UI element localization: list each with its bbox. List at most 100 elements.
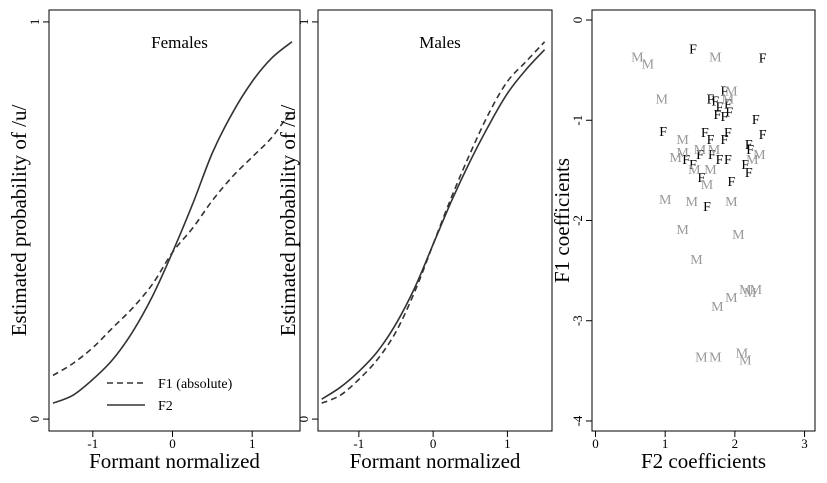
data-point-f: F: [741, 158, 749, 173]
y-tick-label: 0: [570, 17, 585, 24]
data-point-m: M: [695, 350, 708, 365]
data-point-m: M: [709, 350, 722, 365]
data-point-m: M: [736, 346, 749, 361]
x-tick-label: -1: [87, 436, 98, 451]
series-line-f1-absolute: [321, 41, 546, 404]
y-tick-label: 0: [296, 416, 311, 423]
data-point-m: M: [709, 51, 722, 66]
data-point-f: F: [689, 158, 697, 173]
y-tick-label: 0: [27, 416, 42, 423]
panel-3: 0 1 2 3 0 -1 -2 -3 -4 F2 coefficients F1 coefficie…: [550, 9, 816, 473]
data-point-m: M: [739, 283, 752, 298]
y-tick-label: -1: [570, 115, 585, 126]
data-point-m: M: [685, 195, 698, 210]
data-point-m: M: [708, 143, 721, 158]
data-point-f: F: [708, 148, 716, 163]
data-point-m: M: [688, 163, 701, 178]
y-tick-label: -2: [570, 215, 585, 226]
series-line-f2: [52, 41, 293, 404]
legend-label: F1 (absolute): [158, 377, 233, 392]
data-point-m: M: [676, 146, 689, 161]
data-point-f: F: [725, 106, 733, 121]
x-tick-label: 1: [662, 436, 669, 451]
data-point-m: M: [659, 193, 672, 208]
x-tick-label: 0: [592, 436, 599, 451]
x-tick-label: -1: [353, 436, 364, 451]
data-point-m: M: [744, 286, 757, 301]
y-tick-label: -4: [570, 415, 585, 426]
x-tick-label: 0: [430, 436, 437, 451]
data-point-m: M: [676, 133, 689, 148]
data-point-f: F: [746, 143, 754, 158]
plot-frame: [48, 9, 301, 432]
data-point-f: F: [659, 125, 667, 140]
x-axis-title: Formant normalized: [89, 449, 260, 473]
data-point-m: M: [655, 93, 668, 108]
legend-label: F2: [158, 399, 173, 414]
data-point-m: M: [732, 228, 745, 243]
x-tick-label: 2: [732, 436, 739, 451]
plot-frame: [317, 9, 553, 432]
data-point-f: F: [707, 93, 715, 108]
data-point-m: M: [739, 353, 752, 368]
data-point-m: M: [694, 143, 707, 158]
data-point-m: M: [690, 253, 703, 268]
y-axis-title: Estimated probability of /u/: [7, 105, 31, 337]
data-point-m: M: [722, 93, 735, 108]
legend: F1 (absolute) F2: [107, 377, 233, 414]
panel-title: Females: [151, 33, 208, 52]
data-point-f: F: [707, 133, 715, 148]
data-point-m: M: [642, 58, 655, 73]
series-line-f2: [321, 49, 546, 400]
data-point-f: F: [703, 200, 711, 215]
data-point-f: F: [759, 128, 767, 143]
data-point-f: F: [721, 133, 729, 148]
data-point-f: F: [682, 153, 690, 168]
data-point-m: M: [704, 163, 717, 178]
data-point-f: F: [716, 101, 724, 116]
data-point-f: F: [701, 126, 709, 141]
x-tick-label: 1: [249, 436, 256, 451]
y-tick-label: 1: [27, 19, 42, 26]
data-point-m: M: [711, 300, 724, 315]
data-point-f: F: [698, 171, 706, 186]
data-point-f: F: [724, 153, 732, 168]
data-point-f: F: [721, 85, 729, 100]
x-tick-label: 3: [801, 436, 808, 451]
y-axis-title: F1 coefficients: [550, 158, 574, 283]
panel-title: Males: [419, 33, 461, 52]
data-point-f: F: [696, 148, 704, 163]
data-point-m: M: [669, 151, 682, 166]
x-tick-label: 1: [504, 436, 511, 451]
series-line-f1-absolute: [52, 108, 293, 377]
data-point-f: F: [721, 110, 729, 125]
y-axis-title: Estimated probability of /u/: [276, 105, 300, 337]
data-point-f: F: [724, 126, 732, 141]
x-tick-label: 0: [169, 436, 176, 451]
data-point-m: M: [701, 178, 714, 193]
data-point-f: F: [714, 108, 722, 123]
x-axis-title: F2 coefficients: [641, 449, 766, 473]
data-point-f: F: [752, 113, 760, 128]
data-point-f: F: [724, 98, 732, 113]
data-point-f: F: [728, 175, 736, 190]
data-point-m: M: [746, 153, 759, 168]
data-point-f: F: [711, 95, 719, 110]
data-point-f: F: [745, 138, 753, 153]
y-tick-label: -3: [570, 315, 585, 326]
y-tick-label: 1: [296, 19, 311, 26]
plot-frame: [591, 9, 816, 432]
data-point-f: F: [716, 153, 724, 168]
data-point-m: M: [750, 283, 763, 298]
data-point-f: F: [759, 52, 767, 67]
data-point-m: M: [725, 291, 738, 306]
data-point-m: M: [753, 148, 766, 163]
data-point-m: M: [631, 51, 644, 66]
x-axis-title: Formant normalized: [350, 449, 521, 473]
data-point-m: M: [725, 85, 738, 100]
data-point-m: M: [725, 195, 738, 210]
data-point-m: M: [676, 223, 689, 238]
